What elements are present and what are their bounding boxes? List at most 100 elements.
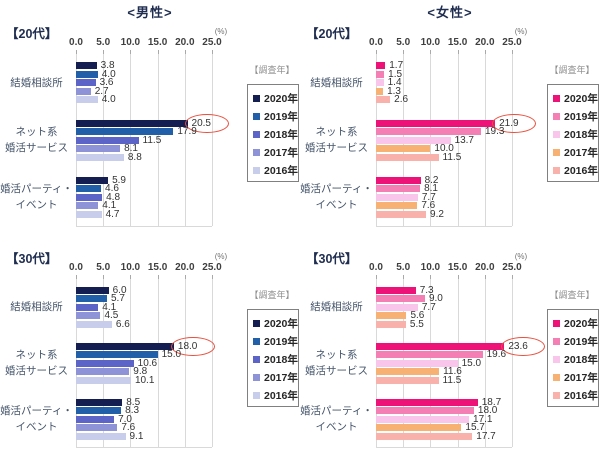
axis-tick bbox=[212, 275, 213, 279]
bar-2019年 bbox=[376, 295, 425, 302]
bar-value-label: 9.8 bbox=[133, 366, 148, 377]
legend-color-swatch bbox=[253, 112, 260, 120]
bar-value-label: 17.7 bbox=[476, 430, 496, 442]
legend-item: 2017年 bbox=[248, 368, 298, 386]
legend-year-label: 2017年 bbox=[264, 371, 298, 384]
bar-value-label: 4.1 bbox=[102, 301, 117, 313]
axis-tick-label: 20.0 bbox=[475, 37, 495, 48]
axis-tick bbox=[430, 275, 432, 279]
axis-tick bbox=[130, 50, 132, 54]
plot-bottom-line bbox=[376, 226, 512, 227]
axis-tick bbox=[103, 50, 105, 54]
bar-2017年 bbox=[76, 312, 101, 319]
bar-value-label: 4.1 bbox=[102, 200, 117, 212]
legend-year-label: 2017年 bbox=[564, 146, 598, 159]
axis-tick-label: 5.0 bbox=[96, 262, 111, 273]
legend-color-swatch bbox=[553, 391, 560, 399]
gridline bbox=[484, 279, 486, 447]
legend-year-label: 2018年 bbox=[264, 353, 298, 366]
bar-2016年 bbox=[376, 210, 427, 218]
bar-2020年 bbox=[76, 119, 188, 127]
legend-color-swatch bbox=[553, 94, 560, 102]
bar-2020年 bbox=[376, 398, 478, 406]
bar-2017年 bbox=[76, 145, 121, 152]
legend-item: 2016年 bbox=[548, 386, 598, 404]
gridline bbox=[157, 54, 159, 226]
bar-value-label: 8.2 bbox=[424, 174, 439, 186]
legend-item: 2019年 bbox=[548, 107, 598, 125]
bar-value-label: 7.7 bbox=[421, 301, 436, 313]
bar-2018年 bbox=[376, 193, 418, 201]
bar-2019年 bbox=[376, 407, 474, 414]
axis-tick-label: 15.0 bbox=[447, 37, 468, 48]
axis-tick bbox=[157, 275, 159, 279]
axis-tick bbox=[512, 50, 513, 54]
legend-color-swatch bbox=[253, 130, 260, 138]
legend-color-swatch bbox=[553, 337, 560, 345]
legend-item: 2019年 bbox=[548, 332, 598, 350]
axis-tick bbox=[484, 275, 486, 279]
bar-2019年 bbox=[376, 70, 385, 78]
axis-tick bbox=[157, 50, 159, 54]
highlight-circle-annotation bbox=[501, 337, 546, 356]
legend-box: 2020年 2019年 2018年 2017年 2016年 bbox=[547, 309, 599, 407]
bar-2019年 bbox=[376, 128, 481, 135]
category-label: 結婚相談所 bbox=[10, 76, 63, 89]
axis-tick bbox=[457, 275, 459, 279]
bar-value-label: 4.0 bbox=[101, 68, 116, 80]
legend-item: 2020年 bbox=[248, 89, 298, 107]
category-label: 結婚相談所 bbox=[310, 76, 363, 89]
bar-value-label: 8.1 bbox=[424, 183, 438, 195]
axis-tick-label: 5.0 bbox=[96, 37, 111, 48]
legend-color-swatch bbox=[553, 319, 560, 327]
legend-year-label: 2018年 bbox=[564, 353, 598, 366]
legend-box: 2020年 2019年 2018年 2017年 2016年 bbox=[547, 84, 599, 182]
axis-tick-label: 15.0 bbox=[447, 262, 468, 273]
bar-2018年 bbox=[376, 79, 384, 87]
axis-tick-label: 25.0 bbox=[202, 37, 222, 48]
legend-item: 2019年 bbox=[248, 107, 298, 125]
bar-value-label: 3.6 bbox=[99, 77, 114, 89]
bar-value-label: 6.0 bbox=[112, 284, 127, 296]
bar-2016年 bbox=[76, 376, 131, 384]
legend-title: 【調査年】 bbox=[549, 65, 595, 75]
category-label: ネット系 婚活サービス bbox=[5, 126, 68, 154]
axis-tick-label: 10.0 bbox=[120, 37, 141, 48]
panel-female-30s: 【30代】 (%) 0.0 5.0 10.0 15.0 20.0 25.0 結婚相談所 7.3 9.… bbox=[300, 243, 600, 450]
legend-year-label: 2016年 bbox=[264, 389, 298, 402]
category-label: ネット系 婚活サービス bbox=[305, 349, 368, 377]
bar-2019年 bbox=[76, 185, 102, 193]
axis-tick bbox=[512, 275, 513, 279]
bar-value-label: 1.3 bbox=[387, 85, 401, 97]
bar-value-label: 6.6 bbox=[115, 318, 130, 330]
legend-title: 【調査年】 bbox=[249, 65, 295, 75]
category-label: 結婚相談所 bbox=[10, 301, 63, 313]
legend-year-label: 2020年 bbox=[264, 317, 298, 330]
bar-2018年 bbox=[76, 303, 99, 311]
axis-tick bbox=[403, 275, 405, 279]
bar-2018年 bbox=[376, 359, 458, 367]
category-label: 婚活パーティ・ イベント bbox=[300, 405, 373, 433]
bar-2016年 bbox=[76, 320, 112, 328]
legend-item: 2017年 bbox=[548, 143, 598, 161]
gridline bbox=[184, 279, 186, 447]
plot-bottom-line bbox=[76, 226, 212, 227]
axis-tick-label: 0.0 bbox=[369, 262, 383, 273]
legend-color-swatch bbox=[253, 355, 260, 363]
bar-2016年 bbox=[376, 376, 439, 384]
legend-title: 【調査年】 bbox=[249, 290, 295, 300]
axis-tick-label: 0.0 bbox=[369, 37, 383, 48]
axis-tick-label: 15.0 bbox=[147, 37, 168, 48]
legend-year-label: 2018年 bbox=[564, 128, 598, 141]
panel-female-20s: 【20代】 (%) 0.0 5.0 10.0 15.0 20.0 25.0 結婚相談所 1.7 1.… bbox=[300, 18, 600, 230]
male-column-title: <男性> bbox=[127, 5, 173, 20]
bar-2019年 bbox=[76, 128, 174, 135]
bar-2020年 bbox=[376, 176, 421, 184]
bar-2017年 bbox=[376, 145, 431, 152]
bar-value-label: 9.1 bbox=[129, 430, 144, 442]
bar-value-label: 5.6 bbox=[410, 310, 425, 321]
legend-color-swatch bbox=[253, 337, 260, 345]
bar-2016年 bbox=[376, 320, 406, 328]
bar-value-label: 5.7 bbox=[111, 293, 125, 304]
bar-value-label: 9.0 bbox=[428, 293, 443, 304]
